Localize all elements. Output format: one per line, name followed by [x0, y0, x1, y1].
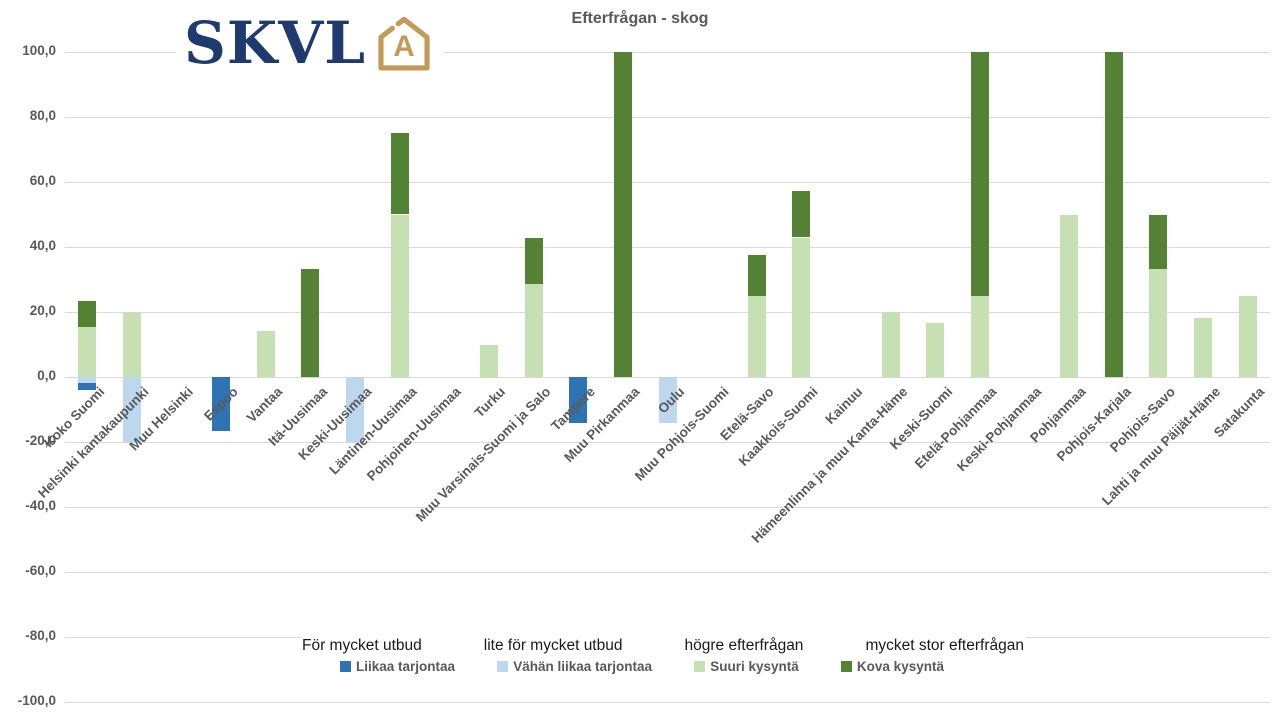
gridline [65, 247, 1270, 248]
bar-segment-suuri-kysynta [748, 296, 766, 377]
bar-segment-kova-kysynta [525, 238, 543, 284]
bar-segment-vahan-liikaa-tarjontaa [123, 377, 141, 442]
bar-segment-liikaa-tarjontaa [569, 377, 587, 423]
y-axis-tick-label: -60,0 [25, 563, 56, 578]
gridline [65, 442, 1270, 443]
legend-swatch-icon [840, 661, 852, 672]
legend-item-label: Suuri kysyntä [710, 659, 799, 674]
bar-segment-suuri-kysynta [257, 331, 275, 377]
bar-segment-vahan-liikaa-tarjontaa [78, 377, 96, 383]
y-axis-tick-label: -80,0 [25, 628, 56, 643]
legend-swedish-label: För mycket utbud [302, 637, 422, 654]
bar-segment-liikaa-tarjontaa [212, 377, 230, 431]
chart-title: Efterfrågan - skog [571, 10, 709, 27]
legend-swedish-row: För mycket utbud lite för mycket utbud hög… [300, 636, 1026, 656]
skvl-logo: SKVL A [176, 6, 445, 80]
bar-segment-kova-kysynta [391, 133, 409, 214]
legend-item-label: Kova kysyntä [856, 659, 944, 674]
category-label: Turku [472, 384, 509, 421]
bar-segment-kova-kysynta [971, 52, 989, 296]
svg-text:A: A [393, 30, 414, 63]
y-axis-tick-label: 0,0 [37, 368, 56, 383]
bar-segment-vahan-liikaa-tarjontaa [346, 377, 364, 442]
category-label: Etelä-Pohjanmaa [911, 384, 1000, 472]
y-axis-tick-label: 60,0 [29, 173, 56, 188]
skvl-logo-text: SKVL [184, 9, 367, 77]
legend-swedish-label: mycket stor efterfrågan [865, 637, 1024, 654]
gridline [65, 52, 1270, 53]
legend-swedish-label: lite för mycket utbud [483, 637, 623, 654]
bar-segment-suuri-kysynta [123, 312, 141, 377]
legend-item-liikaa-tarjontaa: Liikaa tarjontaa [340, 659, 455, 674]
gridline [65, 572, 1270, 573]
bar-segment-kova-kysynta [1149, 215, 1167, 269]
y-axis-tick-label: 20,0 [29, 303, 56, 318]
y-axis-tick-label: 80,0 [29, 108, 56, 123]
bar-segment-kova-kysynta [614, 52, 632, 377]
bar-segment-suuri-kysynta [391, 215, 409, 378]
bar-segment-suuri-kysynta [1149, 269, 1167, 377]
bar-segment-suuri-kysynta [882, 312, 900, 377]
y-axis-tick-label: 40,0 [29, 238, 56, 253]
bar-segment-suuri-kysynta [926, 323, 944, 377]
gridline [65, 182, 1270, 183]
bar-segment-kova-kysynta [301, 269, 319, 377]
y-axis-tick-label: 100,0 [22, 43, 56, 58]
bar-segment-kova-kysynta [748, 255, 766, 296]
gridline [65, 702, 1270, 703]
bar-segment-suuri-kysynta [971, 296, 989, 377]
gridline [65, 507, 1270, 508]
y-axis-tick-label: -40,0 [25, 498, 56, 513]
legend-item-label: Vähän liikaa tarjontaa [513, 659, 653, 674]
bar-segment-suuri-kysynta [1239, 296, 1257, 377]
legend-swatch-icon [497, 661, 509, 672]
bar-segment-suuri-kysynta [1060, 215, 1078, 378]
legend-item-kova-kysynta: Kova kysyntä [840, 659, 944, 674]
legend-item-suuri-kysynta: Suuri kysyntä [694, 659, 799, 674]
gridline [65, 117, 1270, 118]
legend-series-row: Liikaa tarjontaa Vähän liikaa tarjontaa Su… [338, 658, 946, 675]
house-a-icon: A [378, 16, 430, 71]
bar-segment-suuri-kysynta [1194, 318, 1212, 377]
bar-segment-suuri-kysynta [78, 327, 96, 377]
category-label: Kainuu [822, 384, 866, 427]
bar-segment-suuri-kysynta [792, 238, 810, 377]
legend-swatch-icon [694, 661, 706, 672]
legend-item-label: Liikaa tarjontaa [356, 659, 456, 674]
legend-swedish-label: högre efterfrågan [684, 637, 804, 654]
category-label: Kaakkois-Suomi [736, 384, 821, 469]
legend-swatch-icon [340, 661, 351, 672]
y-axis-tick-label: -100,0 [17, 693, 56, 708]
bar-segment-suuri-kysynta [525, 284, 543, 377]
bar-segment-kova-kysynta [792, 191, 810, 237]
legend-item-vahan-liikaa-tarjontaa: Vähän liikaa tarjontaa [497, 659, 652, 674]
bar-segment-suuri-kysynta [480, 345, 498, 378]
gridline [65, 312, 1270, 313]
bar-segment-kova-kysynta [1105, 52, 1123, 377]
y-axis-tick-label: -20,0 [25, 433, 56, 448]
bar-segment-kova-kysynta [78, 301, 96, 327]
category-label: Keski-Pohjanmaa [953, 384, 1045, 475]
bar-segment-liikaa-tarjontaa [78, 383, 96, 390]
bar-segment-vahan-liikaa-tarjontaa [659, 377, 677, 423]
category-label: Vantaa [244, 384, 286, 426]
